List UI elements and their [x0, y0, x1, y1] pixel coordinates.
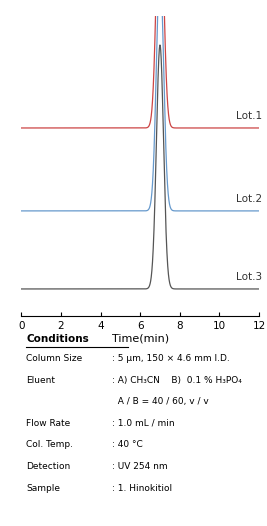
Text: Flow Rate: Flow Rate — [26, 419, 70, 428]
Text: : A) CH₃CN    B)  0.1 % H₃PO₄: : A) CH₃CN B) 0.1 % H₃PO₄ — [112, 376, 242, 385]
Text: : 40 °C: : 40 °C — [112, 440, 142, 450]
Text: Lot.2: Lot.2 — [236, 194, 262, 204]
Text: : 5 μm, 150 × 4.6 mm I.D.: : 5 μm, 150 × 4.6 mm I.D. — [112, 354, 229, 363]
Text: Conditions: Conditions — [26, 333, 89, 343]
Text: Lot.3: Lot.3 — [236, 271, 262, 281]
Text: A / B = 40 / 60, v / v: A / B = 40 / 60, v / v — [112, 397, 209, 407]
Text: Detection: Detection — [26, 462, 70, 471]
Text: Eluent: Eluent — [26, 376, 55, 385]
Text: Lot.1: Lot.1 — [236, 110, 262, 120]
Text: : 1. Hinokitiol: : 1. Hinokitiol — [112, 483, 172, 493]
Text: : 1.0 mL / min: : 1.0 mL / min — [112, 419, 174, 428]
X-axis label: Time(min): Time(min) — [112, 333, 169, 343]
Text: Column Size: Column Size — [26, 354, 82, 363]
Text: : UV 254 nm: : UV 254 nm — [112, 462, 167, 471]
Text: Col. Temp.: Col. Temp. — [26, 440, 73, 450]
Text: Sample: Sample — [26, 483, 60, 493]
